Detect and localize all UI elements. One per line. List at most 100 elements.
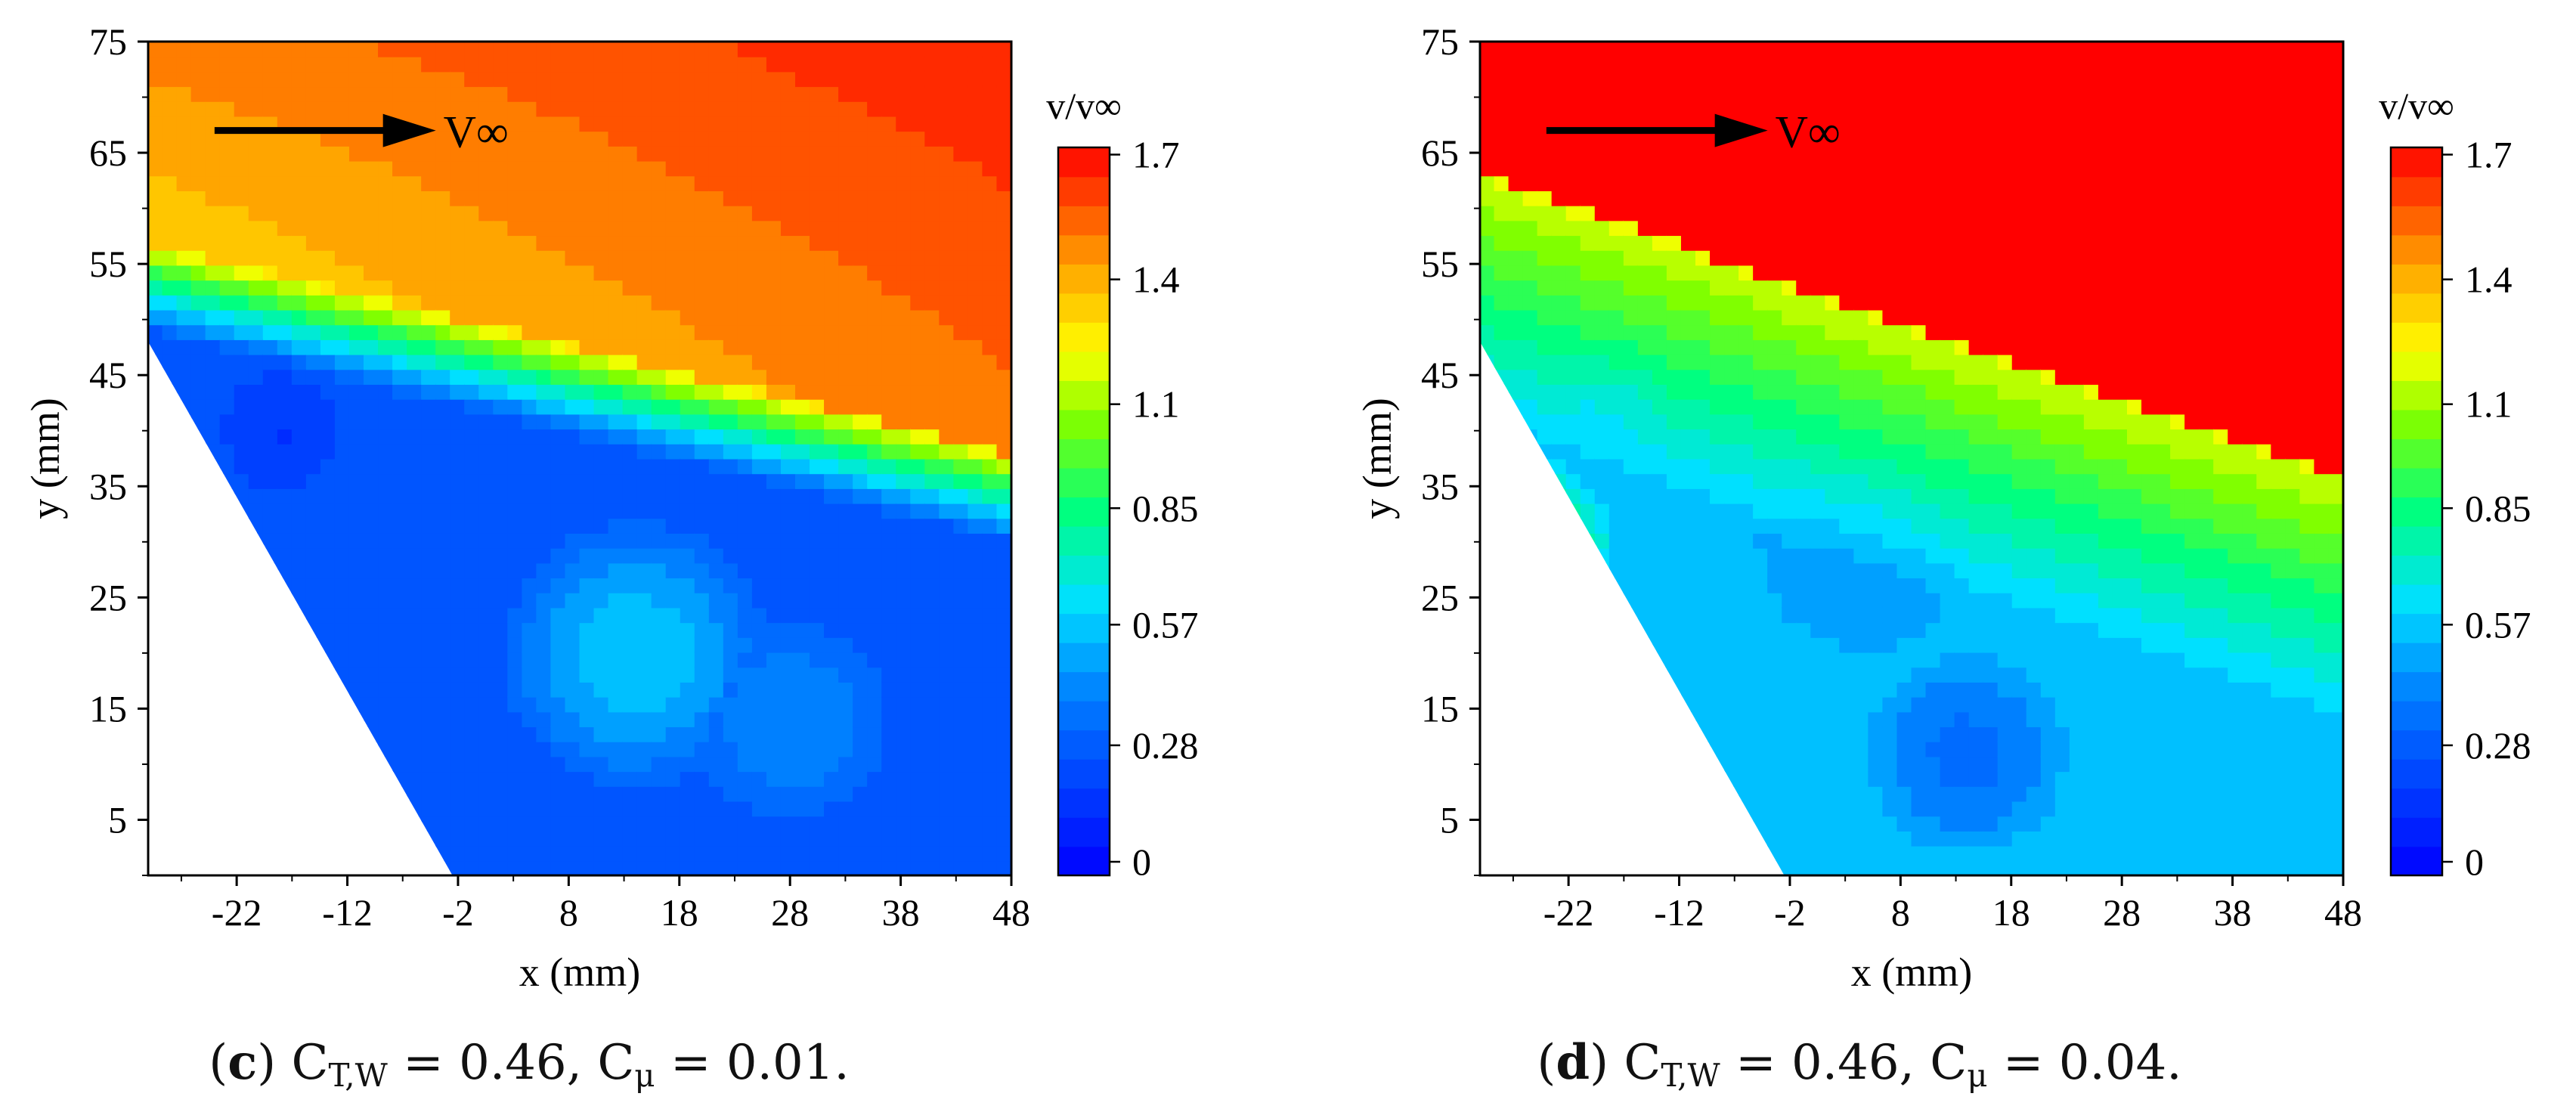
contour-cell [982,755,998,773]
contour-cell [507,696,523,713]
contour-cell [364,517,379,534]
contour-cell [1796,503,1812,519]
contour-cell [1537,681,1553,698]
contour-cell [924,70,940,88]
contour-cell [939,249,955,266]
contour-cell [507,666,523,683]
contour-cell [1796,264,1812,281]
contour-cell [305,726,322,742]
contour-cell [176,264,193,281]
contour-cell [1695,845,1711,862]
contour-cell [651,130,667,147]
contour-cell [364,190,379,206]
contour-cell [392,413,408,430]
contour-cell [708,488,725,504]
contour-cell [435,801,451,817]
contour-cell [1853,785,1869,802]
contour-cell [407,472,423,489]
contour-cell [1753,101,1769,117]
contour-cell [1680,85,1697,102]
contour-cell [881,860,897,875]
contour-cell [176,770,193,787]
contour-cell [636,190,653,206]
contour-cell [407,101,423,117]
contour-cell [291,621,308,638]
contour-cell [176,606,193,624]
contour-cell [694,547,711,564]
contour-cell [1810,428,1826,444]
contour-cell [148,681,164,698]
contour-cell [464,785,480,802]
contour-cell [953,577,969,593]
contour-cell [478,339,494,355]
contour-cell [1724,428,1740,444]
contour-cell [780,354,797,370]
contour-cell [910,413,926,430]
contour-cell [1637,413,1654,430]
contour-cell [550,249,566,266]
contour-cell [1652,205,1668,221]
contour-cell [493,458,509,475]
contour-cell [248,666,265,683]
contour-cell [305,488,322,504]
contour-cell [435,368,451,386]
contour-cell [1710,472,1726,489]
contour-cell [450,115,466,132]
contour-cell [190,815,207,832]
contour-cell [910,42,926,57]
contour-cell [622,339,639,355]
contour-cell [636,666,653,683]
contour-cell [320,830,336,847]
contour-cell [1637,845,1654,862]
contour-cell [1508,56,1525,73]
contour-cell [953,741,969,757]
contour-cell [176,368,193,386]
contour-cell [665,517,682,534]
contour-cell [1839,383,1855,400]
contour-cell [680,503,696,519]
contour-cell [291,190,308,206]
contour-cell [1522,770,1539,787]
contour-cell [1580,279,1596,296]
contour-cell [1522,711,1539,728]
contour-cell [968,279,983,296]
contour-cell [1580,488,1596,504]
contour-cell [536,339,552,355]
contour-cell [1508,532,1525,549]
contour-cell [939,517,955,534]
contour-cell [1652,264,1668,281]
contour-cell [1810,70,1826,88]
contour-cell [176,830,193,847]
contour-cell [1537,488,1553,504]
contour-cell [1724,592,1740,609]
contour-cell [939,428,955,444]
contour-cell [737,755,754,773]
contour-cell [636,606,653,624]
contour-cell [536,190,552,206]
contour-cell [1825,42,1841,57]
contour-cell [1494,398,1510,415]
contour-cell [305,398,322,415]
contour-cell [1710,443,1726,460]
contour-cell [1522,860,1539,875]
contour-cell [407,606,423,624]
contour-cell [636,428,653,444]
contour-cell [435,830,451,847]
contour-cell [723,711,739,728]
contour-cell [190,696,207,713]
contour-cell [896,532,912,549]
contour-cell [320,101,336,117]
contour-cell [407,443,423,460]
contour-cell [1537,101,1553,117]
contour-cell [435,145,451,162]
contour-cell [881,339,897,355]
contour-cell [493,383,509,400]
contour-cell [1853,547,1869,564]
contour-cell [320,503,336,519]
contour-cell [751,577,768,593]
contour-cell [622,85,639,102]
contour-cell [1565,666,1582,683]
contour-cell [522,621,537,638]
contour-cell [867,101,883,117]
contour-cell [1839,830,1855,847]
